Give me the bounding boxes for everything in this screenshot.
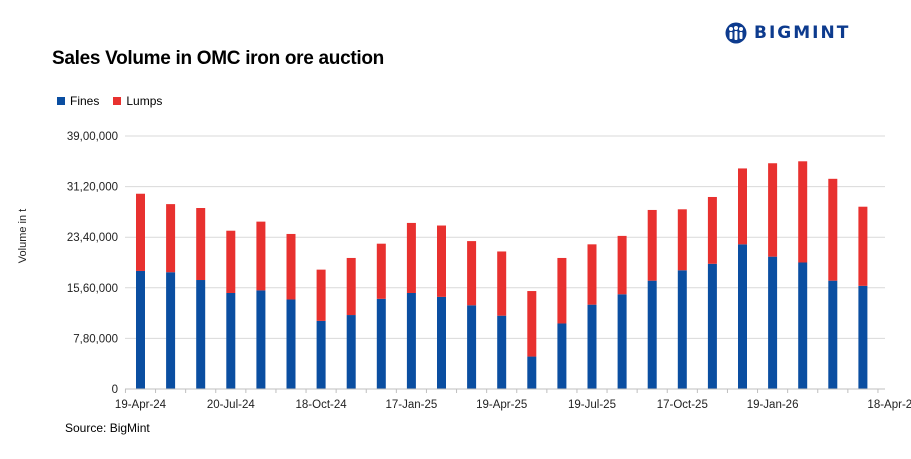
legend-item-fines: Fines xyxy=(57,94,99,108)
bar-fines xyxy=(858,285,868,389)
y-tick-label: 15,60,000 xyxy=(67,283,118,295)
brand-logo: BIGMINT xyxy=(723,22,850,44)
chart-legend: Fines Lumps xyxy=(57,94,162,108)
legend-item-lumps: Lumps xyxy=(113,94,162,108)
x-tick-label: 18-Apr-26 xyxy=(867,399,911,411)
x-tick-label: 18-Oct-24 xyxy=(296,399,348,411)
bigmint-logo-icon xyxy=(725,22,747,44)
bar-fines xyxy=(166,272,176,389)
bar-lumps xyxy=(557,257,567,324)
bar-lumps xyxy=(768,163,778,257)
legend-label-lumps: Lumps xyxy=(126,94,163,108)
bar-lumps xyxy=(467,241,477,306)
bar-lumps xyxy=(587,244,597,305)
bar-lumps xyxy=(858,206,868,286)
bar-fines xyxy=(196,280,206,389)
bar-fines xyxy=(738,244,747,389)
x-tick-label: 17-Oct-25 xyxy=(657,399,708,411)
bar-lumps xyxy=(647,209,657,281)
bar-fines xyxy=(376,298,386,389)
bar-lumps xyxy=(316,269,326,321)
y-tick-label: 23,40,000 xyxy=(67,232,118,244)
bar-fines xyxy=(768,256,778,389)
bar-fines xyxy=(798,262,808,389)
x-tick-label: 19-Apr-24 xyxy=(115,399,167,411)
source-note: Source: BigMint xyxy=(65,421,150,435)
bar-fines xyxy=(406,292,416,389)
bar-lumps xyxy=(617,235,627,295)
bar-fines xyxy=(346,315,356,389)
bar-lumps xyxy=(527,291,537,357)
bar-lumps xyxy=(226,230,236,293)
legend-swatch-lumps xyxy=(113,97,122,105)
bar-fines xyxy=(828,280,838,389)
bar-lumps xyxy=(406,222,416,293)
legend-label-fines: Fines xyxy=(70,94,100,108)
bar-lumps xyxy=(437,225,446,297)
bar-lumps xyxy=(136,193,145,271)
y-tick-label: 39,00,000 xyxy=(67,131,118,143)
chart-title: Sales Volume in OMC iron ore auction xyxy=(52,48,384,69)
bar-fines xyxy=(707,263,717,389)
bar-lumps xyxy=(497,251,507,316)
brand-name: BIGMINT xyxy=(754,23,851,43)
bar-lumps xyxy=(256,221,266,291)
bars xyxy=(136,161,868,389)
bar-lumps xyxy=(677,209,687,271)
bar-lumps xyxy=(346,257,356,316)
x-tick-label: 19-Apr-25 xyxy=(476,399,527,411)
bar-fines xyxy=(587,304,597,389)
bar-fines xyxy=(286,299,296,389)
bar-fines xyxy=(497,315,507,389)
bar-fines xyxy=(527,356,537,389)
bar-fines xyxy=(557,323,567,389)
x-tick-label: 19-Jul-25 xyxy=(568,399,616,411)
y-tick-label: 0 xyxy=(112,384,118,396)
bar-fines xyxy=(226,292,236,389)
x-tick-label: 20-Jul-24 xyxy=(207,399,256,411)
y-tick-label: 31,20,000 xyxy=(67,182,118,194)
bar-lumps xyxy=(828,178,838,281)
bar-lumps xyxy=(196,208,206,281)
x-tick-label: 17-Jan-25 xyxy=(386,399,438,411)
bar-fines xyxy=(437,296,446,389)
bar-fines xyxy=(617,294,627,389)
y-axis-label: Volume in t xyxy=(17,209,29,263)
bar-fines xyxy=(647,280,657,389)
bar-fines xyxy=(316,320,326,389)
bar-lumps xyxy=(707,196,717,264)
bar-lumps xyxy=(798,161,808,263)
bar-fines xyxy=(256,290,266,389)
legend-swatch-fines xyxy=(57,97,65,105)
bar-lumps xyxy=(166,204,176,273)
bar-lumps xyxy=(376,243,386,299)
bar-fines xyxy=(467,305,477,389)
bar-lumps xyxy=(286,233,296,300)
bar-fines xyxy=(136,270,145,389)
y-tick-label: 7,80,000 xyxy=(73,333,118,345)
x-tick-label: 19-Jan-26 xyxy=(747,399,799,411)
axes: 0 7,80,000 15,60,000 23,40,000 31,20,000 39,0… xyxy=(17,131,911,411)
bar-lumps xyxy=(738,168,747,245)
bar-fines xyxy=(677,270,687,389)
